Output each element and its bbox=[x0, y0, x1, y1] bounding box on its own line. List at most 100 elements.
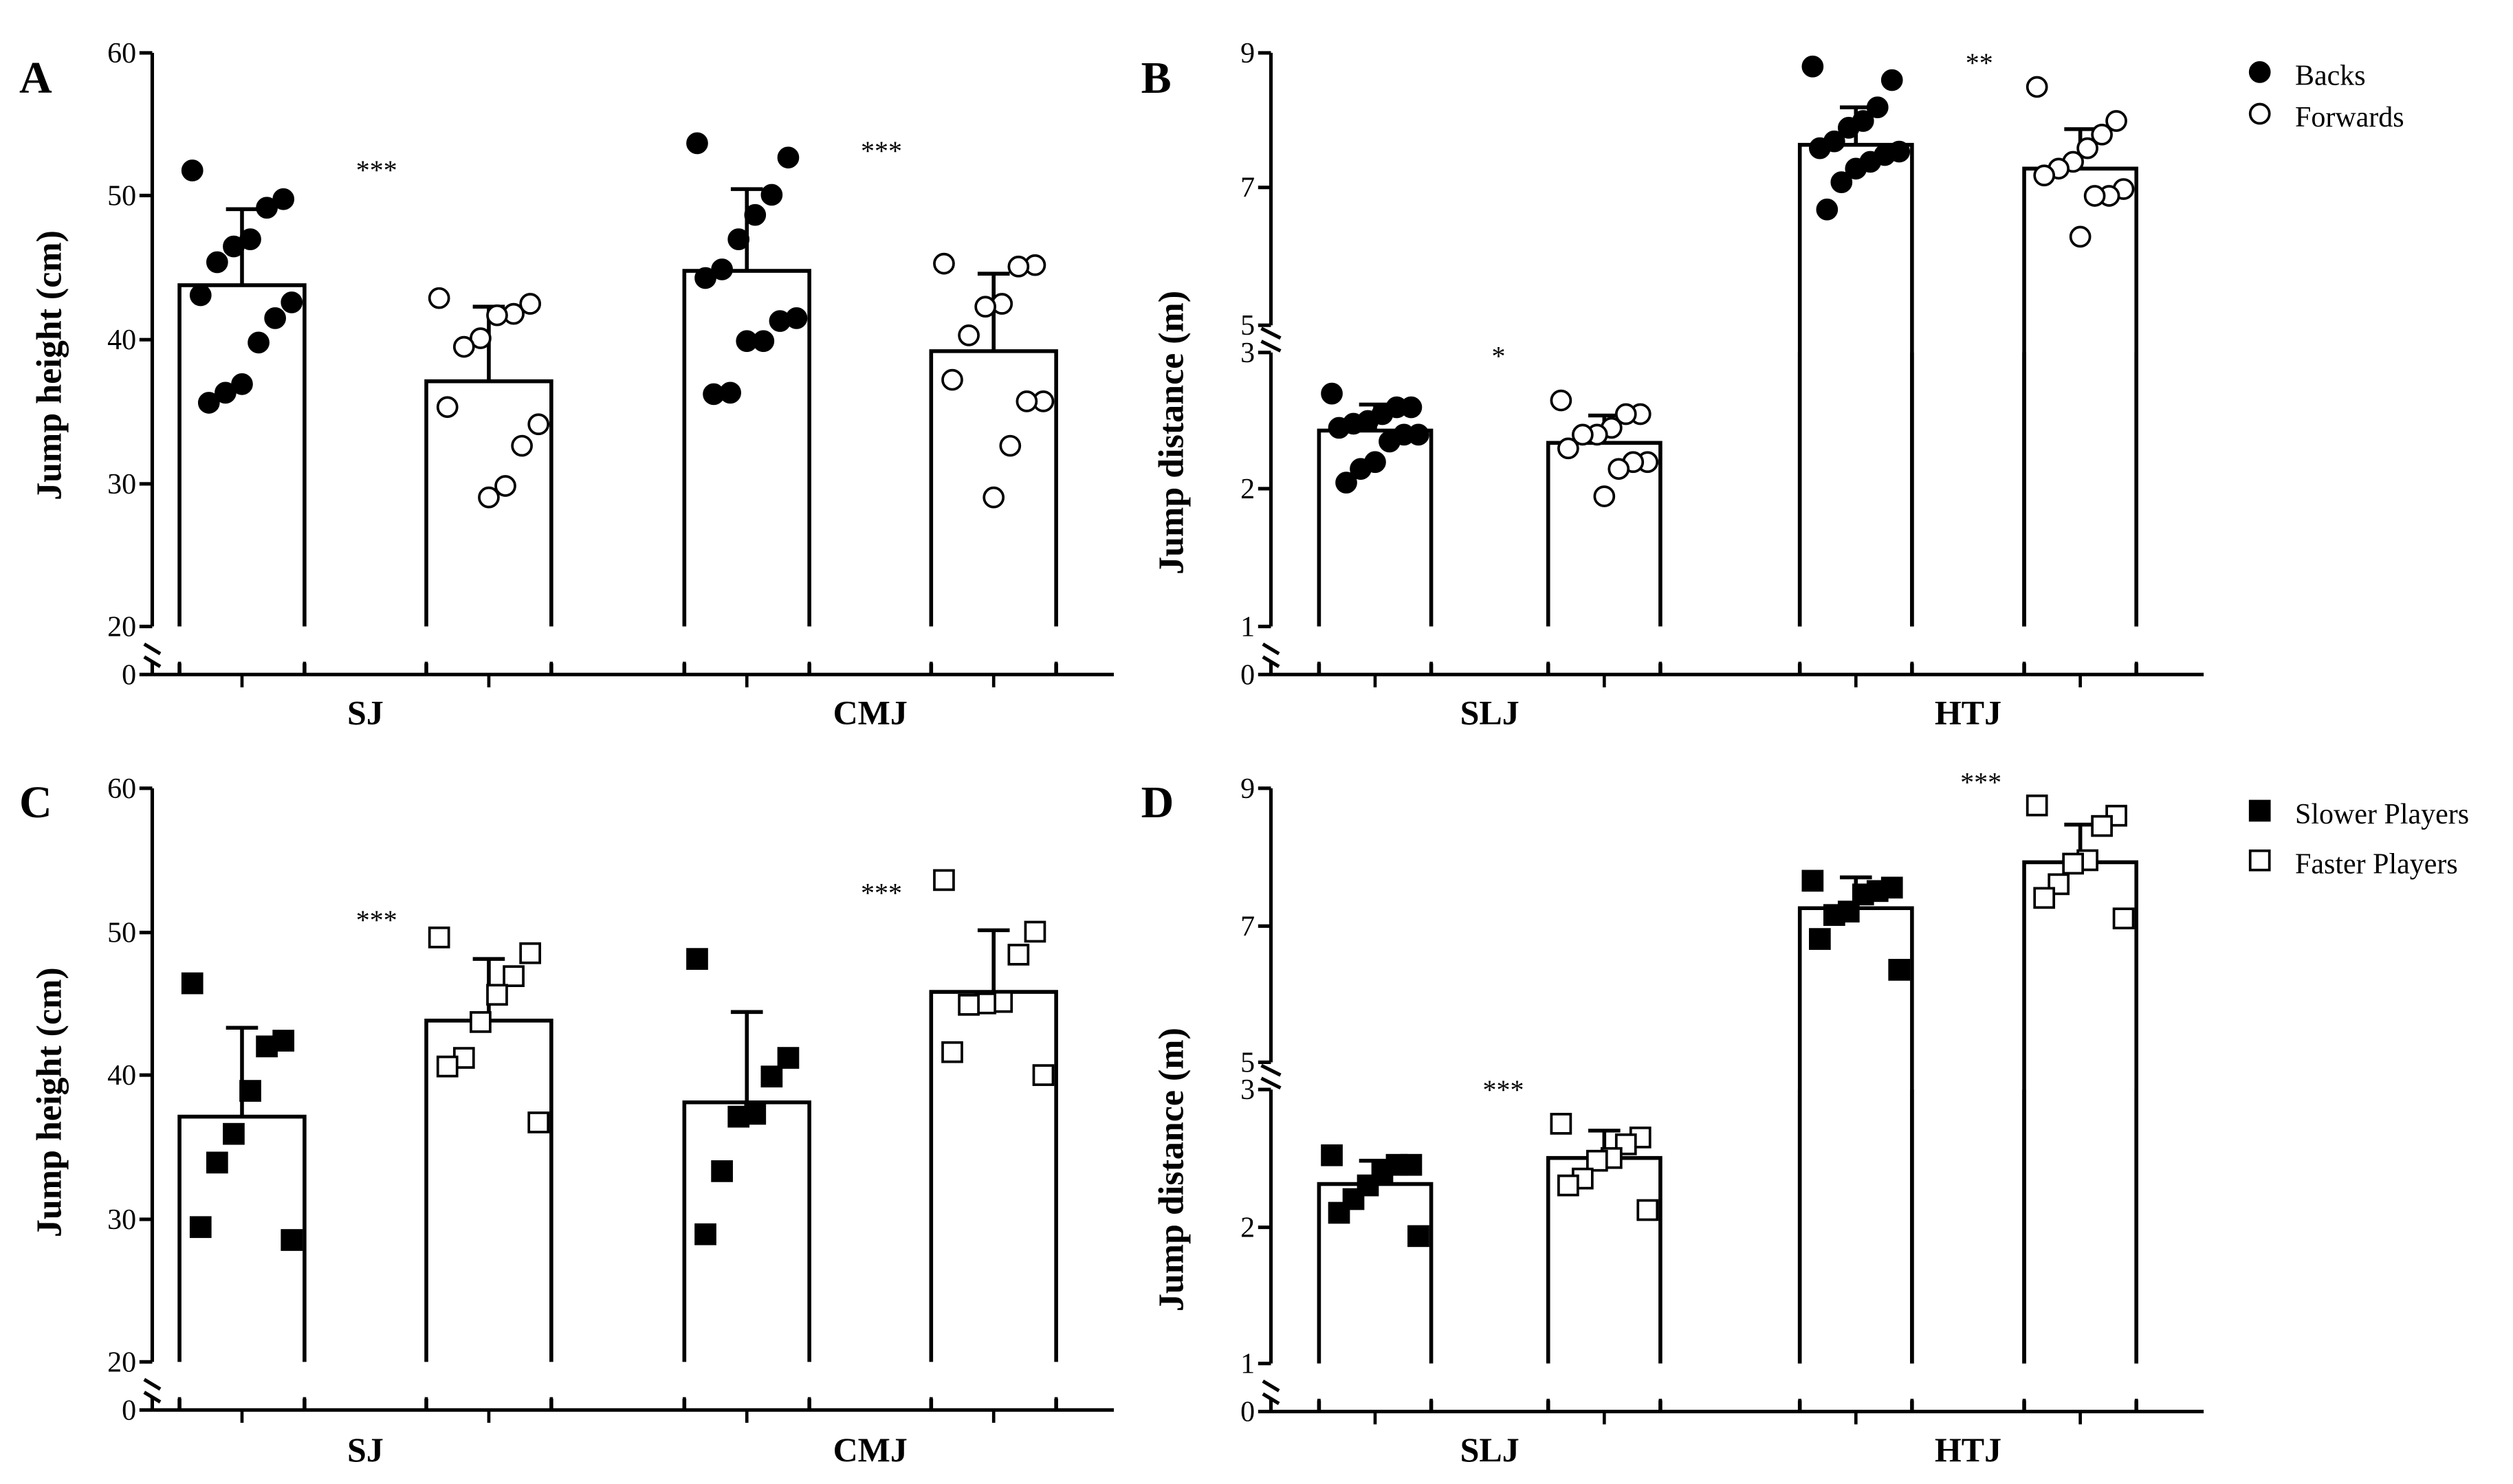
y-tick-label: 20 bbox=[107, 611, 136, 643]
data-point bbox=[2033, 164, 2056, 187]
axis-break-mark bbox=[1260, 1076, 1282, 1090]
data-point bbox=[694, 1223, 716, 1245]
x-category-label: SJ bbox=[347, 1430, 384, 1469]
bar bbox=[177, 283, 307, 627]
data-point bbox=[1032, 1064, 1055, 1086]
data-point bbox=[1823, 904, 1845, 927]
data-point bbox=[264, 307, 287, 329]
y-axis-title: Jump height (cm) bbox=[30, 230, 69, 500]
data-point bbox=[527, 1111, 550, 1133]
data-point bbox=[1572, 423, 1594, 446]
data-point bbox=[486, 304, 508, 326]
data-point bbox=[1593, 485, 1616, 507]
y-tick-label: 5 bbox=[1240, 1047, 1255, 1078]
data-point bbox=[1557, 437, 1579, 460]
data-point bbox=[1407, 1225, 1429, 1248]
data-point bbox=[686, 132, 708, 155]
data-point bbox=[711, 1160, 733, 1182]
data-point bbox=[248, 331, 270, 354]
data-point bbox=[1007, 255, 1030, 278]
panel-d: D Jump distance (m) 9 7 53 2 1 0 SLJ *** HTJ *** Slo… bbox=[1141, 767, 2469, 1469]
data-point bbox=[206, 1151, 228, 1174]
axis-break-mark bbox=[143, 1391, 162, 1404]
data-point bbox=[769, 310, 791, 332]
axis-break-mark bbox=[1262, 1392, 1280, 1406]
data-point bbox=[760, 1065, 783, 1088]
data-point bbox=[1837, 117, 1860, 139]
y-tick-label: 1 bbox=[1240, 611, 1255, 643]
legend-marker bbox=[2248, 849, 2271, 872]
data-point bbox=[519, 293, 542, 315]
y-tick-label: 5 bbox=[1240, 310, 1255, 342]
legend-label: Backs bbox=[2295, 60, 2366, 92]
data-point bbox=[2026, 76, 2048, 98]
data-point bbox=[958, 324, 980, 346]
panel-letter: A bbox=[19, 53, 52, 103]
y-axis-title: Jump distance (m) bbox=[1152, 291, 1191, 575]
significance-label: *** bbox=[1482, 1074, 1524, 1105]
data-point bbox=[2033, 887, 2056, 909]
data-point bbox=[1328, 1201, 1350, 1224]
data-point bbox=[2076, 137, 2098, 159]
data-point bbox=[215, 381, 237, 404]
data-point bbox=[974, 296, 997, 318]
data-point bbox=[239, 1080, 261, 1102]
data-point bbox=[1550, 1113, 1572, 1135]
axis-break-mark bbox=[143, 642, 162, 656]
data-point bbox=[1801, 55, 1824, 78]
data-point bbox=[181, 159, 204, 181]
bar-sj-0 bbox=[177, 283, 307, 675]
legend-label: Forwards bbox=[2295, 102, 2404, 133]
data-point bbox=[1550, 389, 1572, 412]
y-tick-label: 50 bbox=[107, 180, 136, 212]
bar-htj-0 bbox=[1797, 142, 1914, 675]
bar-slj-1 bbox=[1546, 441, 1662, 675]
data-point bbox=[1808, 137, 1831, 159]
y-tick-label: 40 bbox=[107, 1060, 136, 1092]
bar-htj-1 bbox=[2022, 860, 2139, 1412]
y-tick-label: 3 bbox=[1240, 1074, 1255, 1106]
data-point bbox=[1350, 458, 1372, 480]
y-axis bbox=[1260, 52, 1282, 675]
data-point bbox=[223, 235, 245, 258]
data-point bbox=[777, 146, 800, 169]
data-point bbox=[1321, 1144, 1343, 1166]
bar bbox=[177, 1114, 307, 1362]
y-tick-label: 40 bbox=[107, 324, 136, 356]
data-point bbox=[694, 267, 716, 289]
significance-label: *** bbox=[861, 135, 902, 166]
y-tick-label: 9 bbox=[1240, 38, 1255, 69]
legend: Backs Forwards bbox=[2248, 60, 2404, 133]
legend-marker bbox=[2248, 61, 2271, 83]
x-category-label: CMJ bbox=[833, 1430, 908, 1469]
data-point bbox=[1808, 928, 1831, 950]
data-point bbox=[1607, 458, 1630, 480]
data-point bbox=[511, 434, 533, 457]
data-point bbox=[2091, 123, 2113, 146]
data-point bbox=[958, 994, 980, 1016]
data-point bbox=[470, 1011, 492, 1033]
y-tick-label: 50 bbox=[107, 918, 136, 949]
data-point bbox=[206, 251, 228, 274]
data-point bbox=[1830, 171, 1853, 194]
x-category-label: SLJ bbox=[1460, 1430, 1519, 1469]
data-point bbox=[436, 396, 459, 419]
data-point bbox=[494, 475, 516, 497]
y-tick-label: 0 bbox=[1240, 1397, 1255, 1428]
x-category-label: HTJ bbox=[1935, 1430, 2001, 1469]
data-point bbox=[1614, 403, 1637, 425]
significance-label: ** bbox=[1966, 47, 1993, 78]
data-point bbox=[436, 1055, 459, 1078]
y-tick-label: 7 bbox=[1240, 173, 1255, 204]
data-point bbox=[519, 942, 542, 964]
data-point bbox=[1379, 430, 1401, 453]
bar bbox=[424, 379, 553, 627]
legend-label: Slower Players bbox=[2295, 799, 2469, 830]
data-point bbox=[744, 203, 767, 226]
panel-letter: D bbox=[1141, 777, 1174, 828]
data-point bbox=[933, 252, 955, 275]
data-point bbox=[231, 373, 253, 395]
data-point bbox=[428, 926, 450, 949]
axis-break-mark bbox=[1262, 655, 1280, 668]
bar bbox=[929, 349, 1058, 627]
